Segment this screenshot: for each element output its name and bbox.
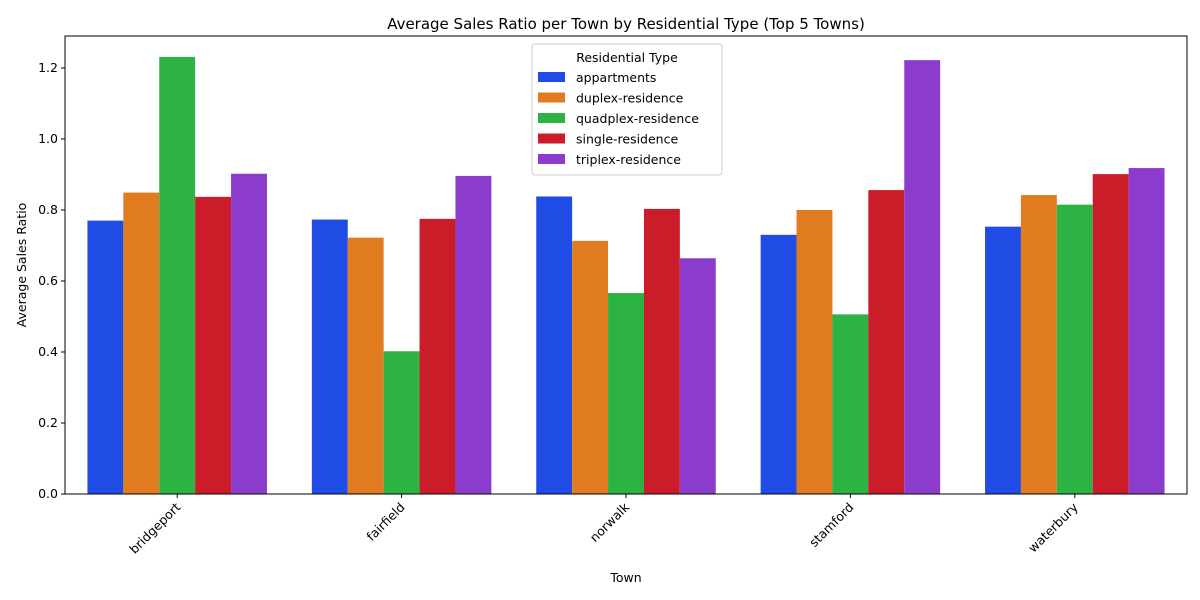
legend-title: Residential Type [576, 50, 678, 65]
bar-single-residence-stamford [868, 190, 905, 494]
x-axis-label: Town [609, 570, 641, 585]
bar-duplex-residence-bridgeport [123, 192, 160, 494]
legend-label: triplex-residence [576, 152, 681, 167]
bar-triplex-residence-waterbury [1128, 168, 1165, 494]
bar-duplex-residence-fairfield [347, 237, 384, 494]
legend-label: quadplex-residence [576, 111, 699, 126]
plot-frame [64, 35, 1188, 495]
y-axis: 0.0 0.2 0.4 0.6 0.8 1.0 1.2 [38, 60, 65, 501]
legend-swatch-duplex-residence [538, 92, 565, 103]
y-axis-label: Average Sales Ratio [14, 203, 29, 328]
bar-duplex-residence-waterbury [1020, 195, 1057, 494]
bar-triplex-residence-fairfield [455, 175, 492, 494]
bar-triplex-residence-norwalk [679, 258, 716, 494]
y-tick-label: 0.6 [38, 273, 58, 288]
y-tick-label: 1.0 [38, 131, 58, 146]
bar-single-residence-fairfield [419, 218, 456, 494]
bar-single-residence-waterbury [1092, 174, 1129, 495]
bar-triplex-residence-stamford [904, 60, 941, 494]
bar-single-residence-norwalk [643, 208, 680, 494]
legend-label: single-residence [576, 132, 678, 147]
x-tick-label: norwalk [587, 499, 633, 545]
bar-single-residence-bridgeport [195, 196, 232, 494]
bar-quadplex-residence-stamford [832, 314, 869, 494]
legend-label: duplex-residence [576, 91, 684, 106]
legend-swatch-quadplex-residence [538, 113, 565, 123]
x-tick-label: stamford [806, 500, 856, 550]
bar-quadplex-residence-waterbury [1056, 204, 1093, 494]
y-tick-label: 0.2 [38, 415, 58, 430]
legend-swatch-appartments [538, 72, 565, 82]
legend-swatch-triplex-residence [538, 154, 565, 164]
bar-quadplex-residence-fairfield [383, 351, 420, 494]
bar-triplex-residence-bridgeport [231, 173, 267, 494]
legend-label: appartments [576, 70, 656, 85]
x-axis: bridgeport fairfield norwalk stamford waterb… [126, 494, 1081, 557]
y-tick-label: 0.0 [38, 486, 58, 501]
bars-group [87, 56, 1165, 495]
chart-title: Average Sales Ratio per Town by Resident… [387, 15, 865, 33]
bar-appartments-bridgeport [87, 220, 124, 494]
legend-box [531, 43, 723, 176]
x-tick-label: fairfield [363, 500, 407, 544]
x-tick-label: bridgeport [126, 499, 183, 556]
legend: Residential Type appartments duplex-reside… [531, 43, 723, 176]
bar-quadplex-residence-bridgeport [159, 56, 196, 494]
y-tick-label: 1.2 [38, 60, 58, 75]
bar-appartments-norwalk [536, 196, 573, 495]
bar-appartments-fairfield [311, 219, 348, 494]
y-tick-label: 0.4 [38, 344, 58, 359]
bar-appartments-stamford [760, 234, 797, 494]
bar-quadplex-residence-norwalk [608, 293, 644, 494]
bar-duplex-residence-stamford [796, 209, 833, 494]
y-tick-label: 0.8 [38, 202, 58, 217]
bar-duplex-residence-norwalk [572, 240, 609, 494]
bar-appartments-waterbury [985, 226, 1021, 494]
legend-swatch-single-residence [538, 133, 565, 144]
x-tick-label: waterbury [1025, 499, 1081, 555]
